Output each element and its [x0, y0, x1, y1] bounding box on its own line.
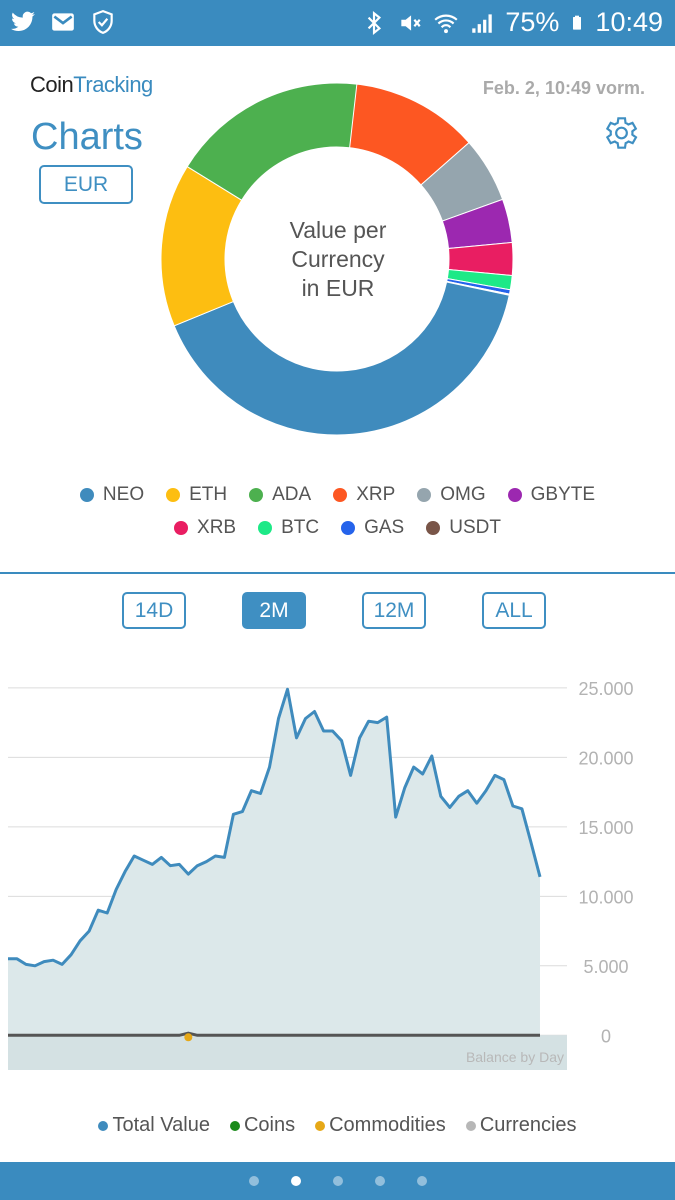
legend-label: GAS	[364, 517, 405, 538]
legend-item-gbyte[interactable]: GBYTE	[507, 484, 596, 506]
mail-icon	[52, 13, 74, 31]
y-tick-label: 20.000	[578, 748, 633, 768]
y-tick-label: 25.000	[578, 679, 633, 699]
chart-legend-dot	[229, 1120, 240, 1131]
shield-check-icon	[93, 10, 113, 34]
total-value-line	[8, 687, 542, 968]
chart-legend-dot	[315, 1120, 326, 1131]
status-bar: 75% 10:49	[0, 0, 675, 46]
legend-item-xrb[interactable]: XRB	[174, 517, 236, 539]
commodities-marker	[184, 1033, 193, 1042]
legend-item-usdt[interactable]: USDT	[426, 517, 501, 539]
page-indicator[interactable]	[0, 1176, 675, 1186]
legend-label: XRB	[197, 517, 237, 538]
legend-label: XRP	[356, 484, 396, 505]
legend-dot	[341, 521, 356, 535]
legend-dot	[417, 488, 432, 502]
legend-dot	[258, 521, 273, 535]
chart-legend-label: Currencies	[479, 1114, 577, 1136]
legend-item-eth[interactable]: ETH	[166, 484, 227, 506]
page-title: Charts	[31, 116, 143, 158]
chart-legend-label: Total Value	[112, 1114, 210, 1136]
legend-label: OMG	[440, 484, 486, 505]
last-updated-date: Feb. 2, 10:49 vorm.	[482, 78, 645, 98]
chart-legend-item-coins[interactable]: Coins	[229, 1114, 296, 1137]
legend-label: ETH	[189, 484, 228, 505]
legend-dot	[174, 521, 189, 535]
donut-hole	[234, 156, 440, 362]
legend-label: USDT	[449, 517, 501, 538]
twitter-icon	[11, 11, 35, 31]
cointracking-logo: CoinTracking	[30, 72, 153, 98]
below-zero-area	[8, 1035, 567, 1070]
wifi-icon	[434, 14, 458, 33]
donut-center-label: Value per Currency in EUR	[248, 216, 428, 303]
legend-label: BTC	[281, 517, 320, 538]
legend-dot	[249, 488, 264, 502]
mute-icon	[401, 14, 421, 31]
chart-legend: Total Value Coins Commodities Currencies	[0, 1114, 675, 1137]
donut-center-line3: in EUR	[301, 275, 375, 301]
range-14d-button[interactable]: 14D	[122, 592, 186, 629]
legend-item-btc[interactable]: BTC	[258, 517, 319, 539]
legend-row: XRB BTC GAS USDT	[0, 517, 675, 539]
legend-dot	[426, 521, 441, 535]
legend-row: NEO ETH ADA XRP OMG GBYTE	[0, 484, 675, 506]
page-dot[interactable]	[248, 1176, 259, 1186]
chart-watermark: Balance by Day	[466, 1049, 564, 1065]
y-tick-label: 15.000	[578, 818, 633, 838]
gear-icon[interactable]	[600, 113, 640, 153]
coins-line	[8, 1031, 540, 1037]
signal-icon	[472, 13, 493, 33]
y-tick-label: 5.000	[583, 957, 628, 977]
chart-legend-label: Commodities	[329, 1114, 446, 1136]
range-2m-button[interactable]: 2M	[242, 592, 306, 629]
legend-dot	[507, 488, 522, 502]
chart-legend-item-total-value[interactable]: Total Value	[98, 1114, 210, 1137]
page-dot[interactable]	[332, 1176, 343, 1186]
battery-percent: 75%	[505, 7, 560, 37]
chart-legend-dot	[465, 1120, 476, 1131]
currency-button[interactable]: EUR	[39, 165, 133, 204]
section-divider	[0, 572, 675, 574]
legend-item-neo[interactable]: NEO	[79, 484, 145, 506]
legend-item-ada[interactable]: ADA	[249, 484, 311, 506]
legend-label: NEO	[102, 484, 145, 505]
clock: 10:49	[595, 7, 663, 37]
range-12m-button[interactable]: 12M	[362, 592, 426, 629]
legend-item-gas[interactable]: GAS	[341, 517, 404, 539]
currency-legend: NEO ETH ADA XRP OMG GBYTE XRB BTC GAS USDT	[0, 484, 675, 550]
y-tick-label: 10.000	[578, 887, 633, 907]
chart-legend-item-currencies[interactable]: Currencies	[465, 1114, 577, 1137]
y-tick-label: 0	[601, 1026, 611, 1046]
balance-area-chart[interactable]: 25.000 20.000 15.000 10.000 5.000 0 Balance by…	[0, 650, 675, 1080]
chart-legend-item-commodities[interactable]: Commodities	[315, 1114, 446, 1137]
legend-dot	[79, 488, 94, 502]
donut-center-line1: Value per	[289, 217, 387, 243]
legend-item-xrp[interactable]: XRP	[333, 484, 395, 506]
battery-icon	[573, 15, 582, 30]
page-dot[interactable]	[416, 1176, 427, 1186]
legend-dot	[333, 488, 348, 502]
legend-dot	[166, 488, 181, 502]
donut-center-line2: Currency	[291, 246, 385, 272]
range-all-button[interactable]: ALL	[482, 592, 546, 629]
bottom-bar	[0, 1162, 675, 1200]
legend-label: ADA	[272, 484, 312, 505]
chart-legend-dot	[98, 1120, 109, 1131]
bluetooth-icon	[368, 10, 382, 35]
currency-donut-chart[interactable]	[0, 0, 675, 460]
legend-label: GBYTE	[530, 484, 596, 505]
page-dot[interactable]	[374, 1176, 385, 1186]
chart-legend-label: Coins	[243, 1114, 296, 1136]
logo-text-coin: Coin	[30, 72, 74, 97]
logo-text-tracking: Tracking	[73, 72, 153, 97]
legend-item-omg[interactable]: OMG	[417, 484, 486, 506]
page-dot[interactable]	[290, 1176, 301, 1186]
